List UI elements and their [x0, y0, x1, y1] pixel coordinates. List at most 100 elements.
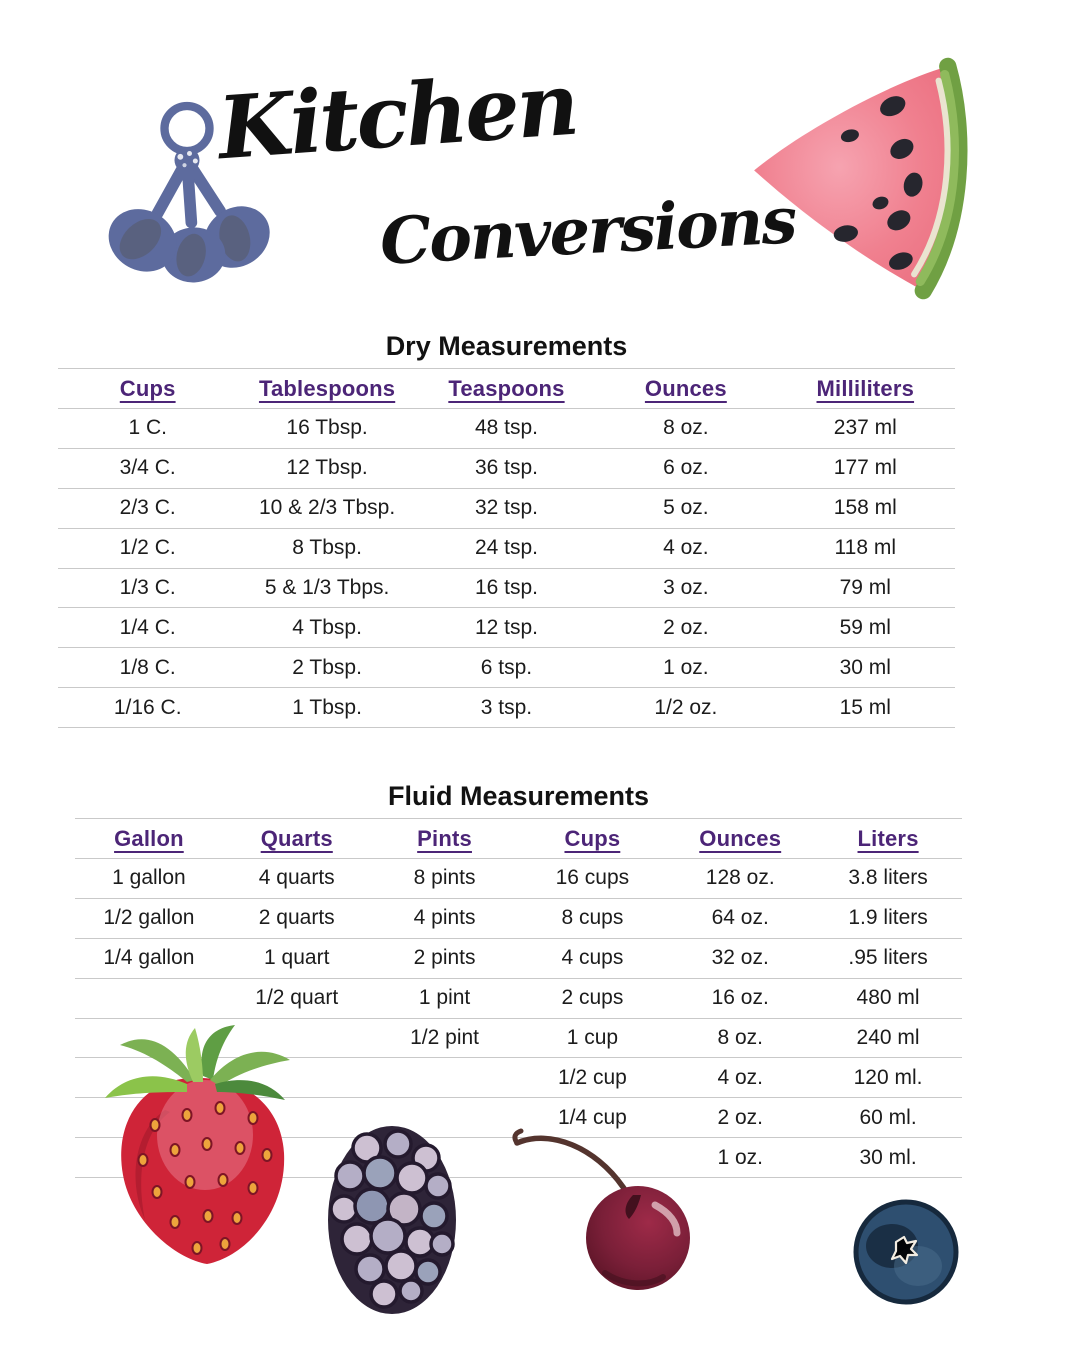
table-cell: 10 & 2/3 Tbsp. — [258, 496, 396, 520]
header-row: Cups Tablespoons Teaspoons Ounces Milliliter… — [58, 368, 955, 409]
table-row: 1/3 C. 5 & 1/3 Tbps. 16 tsp. 3 oz. 79 ml — [58, 568, 955, 608]
table-cell: 4 oz. — [663, 536, 709, 560]
measuring-spoons-icon — [108, 101, 270, 283]
fluid-measurements-title: Fluid Measurements — [387, 781, 650, 811]
table-row: 1 C. 16 Tbsp. 48 tsp. 8 oz. 237 ml — [58, 409, 955, 449]
blueberry-icon — [853, 1199, 959, 1305]
table-cell: 177 ml — [833, 456, 897, 480]
table-cell: 36 tsp. — [474, 456, 538, 480]
table-cell — [371, 1058, 519, 1098]
table-cell: 1/2 C. — [119, 536, 176, 560]
column-header: Quarts — [260, 825, 333, 851]
table-cell: 24 tsp. — [474, 536, 538, 560]
table-cell: 79 ml — [839, 576, 891, 599]
table-cell: 1/2 oz. — [654, 695, 718, 719]
table-cell: 120 ml. — [853, 1065, 923, 1089]
table-cell: 1 C. — [128, 416, 167, 440]
table-cell: 2/3 C. — [119, 496, 176, 520]
column-header: Liters — [857, 825, 919, 851]
table-cell: 4 Tbsp. — [292, 615, 362, 639]
dry-measurements-table: Cups Tablespoons Teaspoons Ounces Milliliter… — [58, 368, 955, 728]
table-cell: 1 cup — [566, 1026, 619, 1049]
table-row: 1/16 C. 1 Tbsp. 3 tsp. 1/2 oz. 15 ml — [58, 688, 955, 728]
table-cell: 8 oz. — [717, 1026, 763, 1049]
table-row: 1/4 cup 2 oz. 60 ml. — [75, 1098, 962, 1138]
table-cell: 1/4 cup — [557, 1105, 627, 1129]
column-header: Ounces — [644, 375, 727, 401]
table-cell: 5 oz. — [663, 496, 709, 520]
column-header: Milliliters — [816, 375, 915, 401]
table-cell: 15 ml — [839, 695, 891, 719]
table-cell: 1 pint — [418, 986, 471, 1010]
table-cell: 1/2 cup — [557, 1065, 627, 1089]
column-header: Cups — [119, 375, 176, 401]
table-cell: 6 tsp. — [480, 655, 533, 679]
table-cell: 240 ml — [856, 1026, 920, 1049]
table-cell: 16 Tbsp. — [286, 416, 368, 440]
cherry-icon — [512, 1128, 690, 1290]
table-cell: 128 oz. — [705, 866, 775, 890]
strawberry-icon — [105, 1025, 290, 1264]
table-cell: 16 tsp. — [474, 576, 538, 599]
table-cell: 8 cups — [561, 906, 624, 930]
table-cell: 1/2 quart — [255, 986, 339, 1010]
table-cell: 1 Tbsp. — [292, 695, 362, 719]
table-row: 1/2 C. 8 Tbsp. 24 tsp. 4 oz. 118 ml — [58, 528, 955, 569]
table-cell: 16 oz. — [711, 986, 769, 1010]
column-header: Gallon — [114, 825, 184, 851]
table-row: 2/3 C. 10 & 2/3 Tbsp. 32 tsp. 5 oz. 158 ml — [58, 488, 955, 529]
watermelon-slice-icon — [754, 57, 968, 300]
column-header: Teaspoons — [448, 375, 565, 401]
table-cell: 16 cups — [555, 866, 630, 890]
table-cell: .95 liters — [848, 946, 928, 970]
table-row: 1 gallon 4 quarts 8 pints 16 cups 128 oz. 3.8… — [75, 859, 962, 899]
table-cell: 237 ml — [833, 416, 897, 440]
table-cell: 2 Tbsp. — [292, 655, 362, 679]
table-cell: 1 oz. — [663, 655, 709, 679]
table-cell: 158 ml — [833, 496, 897, 520]
table-cell: 32 oz. — [711, 946, 769, 970]
table-cell: 60 ml. — [859, 1105, 917, 1129]
table-cell: 1/4 gallon — [103, 946, 195, 970]
table-cell: 4 oz. — [717, 1065, 763, 1089]
table-row: 3/4 C. 12 Tbsp. 36 tsp. 6 oz. 177 ml — [58, 448, 955, 489]
table-row: 1/2 quart 1 pint 2 cups 16 oz. 480 ml — [75, 978, 962, 1019]
table-row: 1/2 pint 1 cup 8 oz. 240 ml — [75, 1018, 962, 1058]
table-cell: 1/3 C. — [119, 576, 176, 599]
column-header: Tablespoons — [258, 375, 396, 401]
table-cell: 64 oz. — [711, 906, 769, 930]
table-cell: 118 ml — [834, 536, 897, 560]
table-cell: 5 & 1/3 Tbps. — [264, 576, 390, 599]
table-cell: 8 pints — [413, 866, 476, 890]
table-cell: 12 Tbsp. — [286, 456, 368, 480]
table-cell: 6 oz. — [663, 456, 709, 480]
column-header: Cups — [564, 825, 621, 851]
table-cell: 3 oz. — [663, 576, 709, 599]
table-cell: 32 tsp. — [474, 496, 538, 520]
table-cell: 1.9 liters — [848, 906, 928, 930]
dry-measurements-section: Dry Measurements Cups Tablespoons Teaspoon… — [58, 331, 955, 728]
table-cell: 3.8 liters — [848, 866, 928, 890]
table-cell: 2 pints — [413, 946, 476, 970]
table-cell: 59 ml — [839, 615, 891, 639]
table-cell: 1/8 C. — [119, 655, 176, 679]
dry-measurements-title: Dry Measurements — [385, 331, 628, 361]
table-cell: 1/2 gallon — [103, 906, 195, 930]
page-title-line2: Conversions — [378, 183, 798, 280]
table-cell: 3 tsp. — [480, 695, 533, 719]
table-cell: 4 cups — [561, 946, 624, 970]
table-cell: 8 oz. — [663, 416, 709, 440]
table-cell: 2 quarts — [258, 906, 335, 930]
table-cell: 30 ml. — [859, 1145, 917, 1169]
table-cell: 4 quarts — [258, 866, 335, 890]
table-cell: 12 tsp. — [474, 615, 538, 639]
table-cell: 1/2 pint — [410, 1026, 480, 1049]
table-cell: 1 quart — [264, 946, 330, 970]
header-row: Gallon Quarts Pints Cups Ounces Liters — [75, 818, 962, 859]
table-cell: 2 cups — [561, 986, 624, 1010]
column-header: Ounces — [699, 825, 782, 851]
table-cell: 1 oz. — [717, 1145, 763, 1169]
fluid-measurements-table: Gallon Quarts Pints Cups Ounces Liters 1 gall… — [75, 818, 962, 1178]
table-row: 1/2 cup 4 oz. 120 ml. — [75, 1058, 962, 1098]
